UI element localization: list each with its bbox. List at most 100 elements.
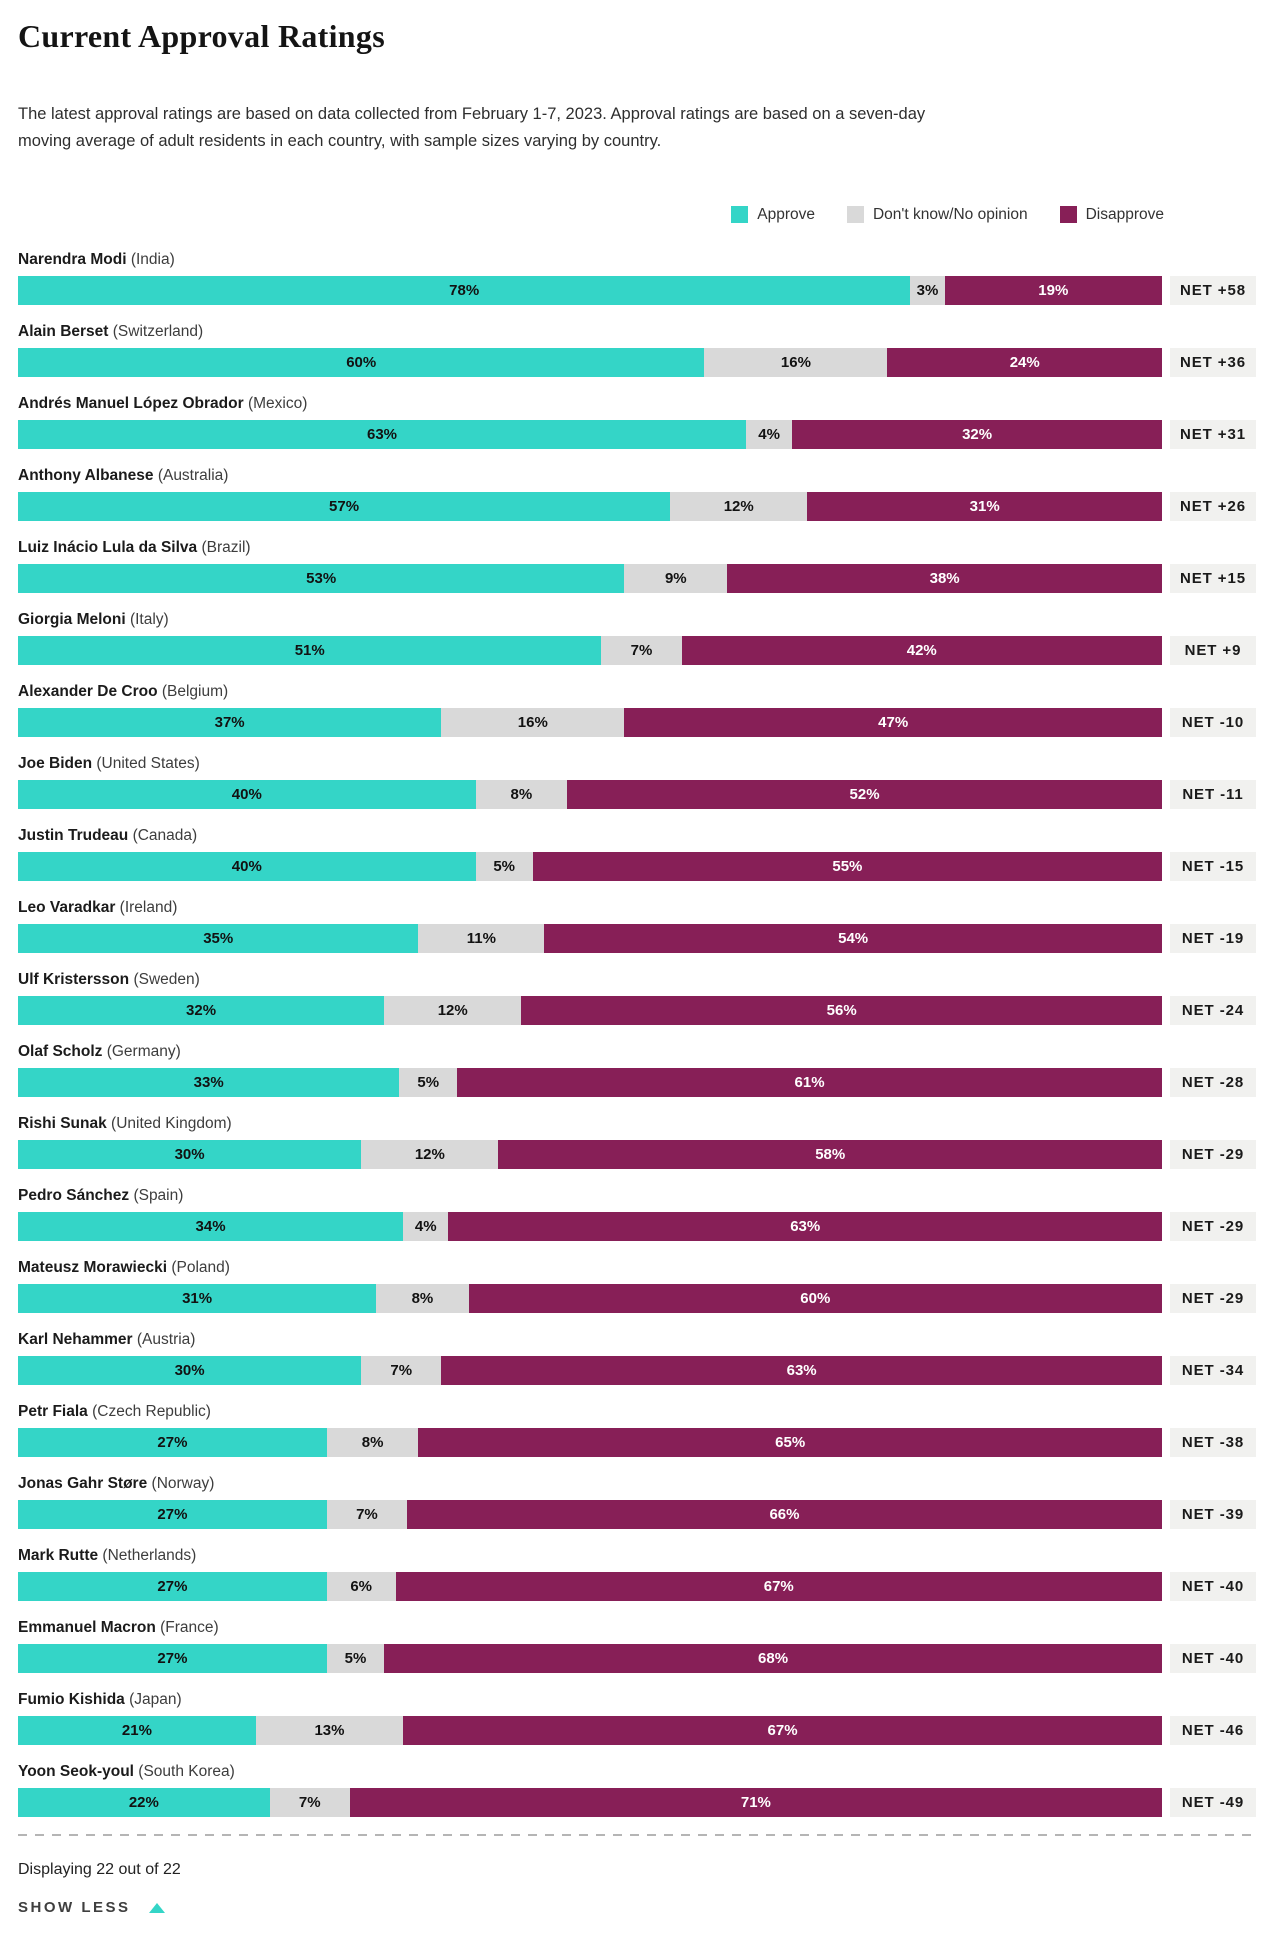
leader-row: Petr Fiala (Czech Republic) 27% 8% 65% N… <box>18 1402 1256 1457</box>
show-less-button[interactable]: SHOW LESS <box>18 1899 165 1916</box>
rating-bar: 30% 12% 58% NET -29 <box>18 1140 1256 1169</box>
approve-segment: 40% <box>18 852 476 881</box>
dont-know-segment: 5% <box>475 852 533 881</box>
leader-country: (Austria) <box>136 1331 196 1348</box>
leader-name: Mateusz Morawiecki <box>18 1259 168 1276</box>
rating-bar: 57% 12% 31% NET +26 <box>18 492 1256 521</box>
leader-name: Mark Rutte <box>18 1547 99 1564</box>
leader-name: Alain Berset <box>18 323 109 340</box>
leader-row: Mateusz Morawiecki (Poland) 31% 8% 60% N… <box>18 1258 1256 1313</box>
approve-segment: 27% <box>18 1500 327 1529</box>
bar-track: 40% 8% 52% <box>18 780 1162 809</box>
leader-label: Jonas Gahr Støre (Norway) <box>18 1474 1256 1493</box>
leader-row: Olaf Scholz (Germany) 33% 5% 61% NET -28 <box>18 1042 1256 1097</box>
leader-label: Karl Nehammer (Austria) <box>18 1330 1256 1349</box>
leader-row: Alexander De Croo (Belgium) 37% 16% 47% … <box>18 682 1256 737</box>
disapprove-segment: 67% <box>395 1572 1162 1601</box>
leader-row: Alain Berset (Switzerland) 60% 16% 24% N… <box>18 322 1256 377</box>
bar-track: 27% 7% 66% <box>18 1500 1162 1529</box>
dont-know-segment: 12% <box>670 492 808 521</box>
leader-row: Ulf Kristersson (Sweden) 32% 12% 56% NET… <box>18 970 1256 1025</box>
dont-know-segment: 7% <box>361 1356 442 1385</box>
dont-know-segment: 12% <box>361 1140 499 1169</box>
bar-track: 60% 16% 24% <box>18 348 1163 377</box>
leader-row: Justin Trudeau (Canada) 40% 5% 55% NET -… <box>18 826 1256 881</box>
leader-name: Justin Trudeau <box>18 827 129 844</box>
dont-know-segment: 8% <box>326 1428 419 1457</box>
net-badge: NET -10 <box>1170 708 1256 737</box>
leader-row: Jonas Gahr Støre (Norway) 27% 7% 66% NET… <box>18 1474 1256 1529</box>
leader-country: (Poland) <box>171 1259 230 1276</box>
approve-segment: 35% <box>18 924 419 953</box>
leader-country: (United Kingdom) <box>111 1115 232 1132</box>
leader-label: Giorgia Meloni (Italy) <box>18 610 1256 629</box>
net-badge: NET -49 <box>1170 1788 1256 1817</box>
dont-know-segment: 8% <box>376 1284 469 1313</box>
rating-bar: 31% 8% 60% NET -29 <box>18 1284 1256 1313</box>
displaying-count: Displaying 22 out of 22 <box>18 1861 181 1878</box>
net-badge: NET -28 <box>1170 1068 1256 1097</box>
legend-item-approve: Approve <box>731 206 815 224</box>
leader-label: Fumio Kishida (Japan) <box>18 1690 1256 1709</box>
approve-segment: 33% <box>18 1068 400 1097</box>
disapprove-segment: 61% <box>457 1068 1162 1097</box>
bar-track: 57% 12% 31% <box>18 492 1162 521</box>
net-badge: NET +58 <box>1170 276 1256 305</box>
leader-country: (Netherlands) <box>102 1547 197 1564</box>
leader-name: Emmanuel Macron <box>18 1619 156 1636</box>
leader-name: Pedro Sánchez <box>18 1187 130 1204</box>
chart-rows: Narendra Modi (India) 78% 3% 19% NET +58… <box>18 250 1256 1817</box>
bar-track: 30% 12% 58% <box>18 1140 1162 1169</box>
show-less-label: SHOW LESS <box>18 1899 131 1916</box>
disapprove-segment: 63% <box>441 1356 1162 1385</box>
rating-bar: 22% 7% 71% NET -49 <box>18 1788 1256 1817</box>
leader-label: Luiz Inácio Lula da Silva (Brazil) <box>18 538 1256 557</box>
legend-item-disapprove: Disapprove <box>1059 206 1164 224</box>
dont-know-swatch-icon <box>846 206 864 223</box>
leader-label: Petr Fiala (Czech Republic) <box>18 1402 1256 1421</box>
leader-row: Luiz Inácio Lula da Silva (Brazil) 53% 9… <box>18 538 1256 593</box>
rating-bar: 40% 8% 52% NET -11 <box>18 780 1256 809</box>
leader-label: Justin Trudeau (Canada) <box>18 826 1256 845</box>
leader-row: Giorgia Meloni (Italy) 51% 7% 42% NET +9 <box>18 610 1256 665</box>
approve-segment: 53% <box>18 564 625 593</box>
leader-row: Narendra Modi (India) 78% 3% 19% NET +58 <box>18 250 1256 305</box>
rating-bar: 37% 16% 47% NET -10 <box>18 708 1256 737</box>
dont-know-segment: 12% <box>384 996 522 1025</box>
leader-row: Karl Nehammer (Austria) 30% 7% 63% NET -… <box>18 1330 1256 1385</box>
dont-know-segment: 6% <box>326 1572 396 1601</box>
bar-track: 40% 5% 55% <box>18 852 1162 881</box>
leader-country: (Ireland) <box>119 899 178 916</box>
disapprove-segment: 47% <box>624 708 1163 737</box>
approve-segment: 31% <box>18 1284 377 1313</box>
disapprove-segment: 68% <box>384 1644 1162 1673</box>
leader-name: Karl Nehammer <box>18 1331 133 1348</box>
net-badge: NET -40 <box>1170 1572 1256 1601</box>
leader-country: (France) <box>160 1619 219 1636</box>
dont-know-segment: 11% <box>418 924 545 953</box>
leader-label: Olaf Scholz (Germany) <box>18 1042 1256 1061</box>
dont-know-segment: 13% <box>255 1716 404 1745</box>
dont-know-segment: 16% <box>704 348 888 377</box>
leader-row: Andrés Manuel López Obrador (Mexico) 63%… <box>18 394 1256 449</box>
disapprove-segment: 58% <box>498 1140 1162 1169</box>
approve-segment: 51% <box>18 636 602 665</box>
net-badge: NET -29 <box>1170 1284 1256 1313</box>
net-badge: NET -15 <box>1170 852 1256 881</box>
chevron-up-icon <box>148 1902 165 1913</box>
dont-know-segment: 8% <box>475 780 568 809</box>
leader-country: (Canada) <box>132 827 198 844</box>
rating-bar: 34% 4% 63% NET -29 <box>18 1212 1256 1241</box>
leader-name: Olaf Scholz <box>18 1043 103 1060</box>
leader-row: Fumio Kishida (Japan) 21% 13% 67% NET -4… <box>18 1690 1256 1745</box>
approve-segment: 37% <box>18 708 442 737</box>
rating-bar: 60% 16% 24% NET +36 <box>18 348 1256 377</box>
rating-bar: 78% 3% 19% NET +58 <box>18 276 1256 305</box>
leader-row: Anthony Albanese (Australia) 57% 12% 31%… <box>18 466 1256 521</box>
leader-row: Rishi Sunak (United Kingdom) 30% 12% 58%… <box>18 1114 1256 1169</box>
bar-track: 21% 13% 67% <box>18 1716 1162 1745</box>
bar-track: 30% 7% 63% <box>18 1356 1162 1385</box>
leader-country: (Japan) <box>129 1691 182 1708</box>
net-badge: NET -29 <box>1170 1212 1256 1241</box>
dashed-divider <box>18 1834 1256 1836</box>
